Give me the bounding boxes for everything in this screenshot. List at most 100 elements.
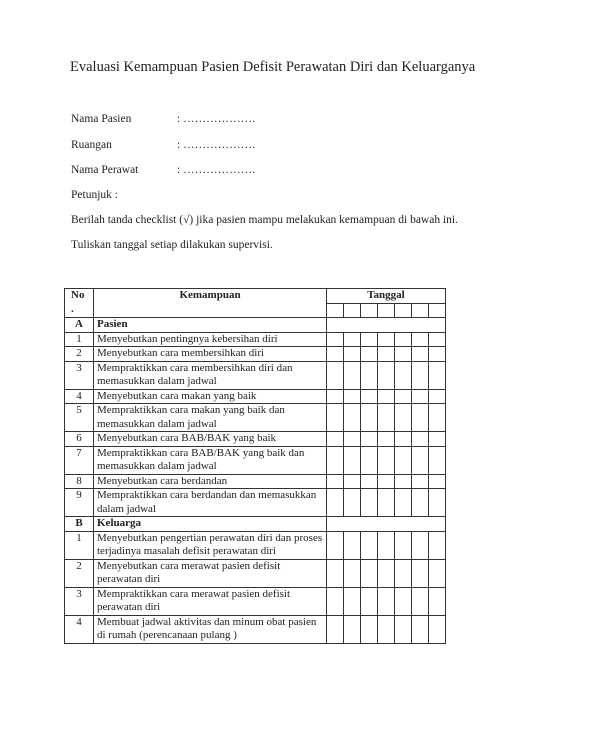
date-check-cell[interactable] [377,346,395,362]
date-check-cell[interactable] [343,445,361,475]
table-row: 6 Menyebutkan cara BAB/BAK yang baik [64,431,446,447]
date-check-cell[interactable] [411,346,429,362]
date-check-cell[interactable] [428,558,446,588]
date-check-cell[interactable] [360,558,378,588]
date-check-cell[interactable] [326,445,344,475]
date-check-cell[interactable] [394,586,412,616]
date-check-cell[interactable] [394,403,412,432]
date-check-cell[interactable] [343,530,361,560]
date-check-cell[interactable] [377,360,395,390]
date-check-cell[interactable] [411,558,429,588]
date-check-cell[interactable] [360,331,378,347]
date-check-cell[interactable] [377,445,395,475]
date-check-cell[interactable] [428,346,446,362]
date-check-cell[interactable] [411,431,429,447]
date-check-cell[interactable] [343,360,361,390]
date-check-cell[interactable] [428,586,446,616]
date-check-cell[interactable] [326,614,344,644]
date-check-cell[interactable] [343,331,361,347]
date-check-cell[interactable] [326,473,344,489]
date-check-cell[interactable] [394,431,412,447]
date-check-cell[interactable] [394,346,412,362]
date-check-cell[interactable] [428,360,446,390]
date-check-cell[interactable] [394,388,412,404]
date-check-cell[interactable] [360,431,378,447]
date-check-cell[interactable] [377,488,395,517]
date-check-cell[interactable] [394,558,412,588]
section-code: A [64,317,94,333]
date-check-cell[interactable] [343,586,361,616]
date-check-cell[interactable] [411,403,429,432]
date-check-cell[interactable] [360,388,378,404]
item-no: 3 [64,360,94,390]
item-kemampuan: Mempraktikkan cara merawat pasien defisi… [93,586,327,616]
date-check-cell[interactable] [326,488,344,517]
date-check-cell[interactable] [343,346,361,362]
date-check-cell[interactable] [394,445,412,475]
date-check-cell[interactable] [377,431,395,447]
date-check-cell[interactable] [326,530,344,560]
date-check-cell[interactable] [428,614,446,644]
date-check-cell[interactable] [343,558,361,588]
item-kemampuan: Mempraktikkan cara makan yang baik dan m… [93,403,327,432]
date-check-cell[interactable] [411,586,429,616]
date-check-cell[interactable] [360,473,378,489]
date-check-cell[interactable] [360,360,378,390]
date-check-cell[interactable] [326,360,344,390]
date-check-cell[interactable] [360,488,378,517]
date-check-cell[interactable] [377,473,395,489]
date-check-cell[interactable] [411,488,429,517]
date-check-cell[interactable] [377,388,395,404]
date-check-cell[interactable] [377,403,395,432]
date-check-cell[interactable] [360,530,378,560]
date-check-cell[interactable] [377,586,395,616]
date-check-cell[interactable] [411,530,429,560]
date-check-cell[interactable] [377,558,395,588]
field-nama-perawat: Nama Perawat: ………………. [71,164,255,176]
date-check-cell[interactable] [377,331,395,347]
date-check-cell[interactable] [343,431,361,447]
date-check-cell[interactable] [343,403,361,432]
date-check-cell[interactable] [326,586,344,616]
date-check-cell[interactable] [394,614,412,644]
date-check-cell[interactable] [377,530,395,560]
date-check-cell[interactable] [360,445,378,475]
date-check-cell[interactable] [428,445,446,475]
table-row: 8 Menyebutkan cara berdandan [64,473,446,489]
date-check-cell[interactable] [428,530,446,560]
date-check-cell[interactable] [428,388,446,404]
date-check-cell[interactable] [326,346,344,362]
date-check-cell[interactable] [326,331,344,347]
date-check-cell[interactable] [394,473,412,489]
date-check-cell[interactable] [326,403,344,432]
date-check-cell[interactable] [377,614,395,644]
date-check-cell[interactable] [428,403,446,432]
item-no: 6 [64,431,94,447]
date-check-cell[interactable] [411,360,429,390]
date-check-cell[interactable] [343,614,361,644]
date-check-cell[interactable] [360,586,378,616]
date-check-cell[interactable] [411,473,429,489]
date-check-cell[interactable] [394,360,412,390]
date-check-cell[interactable] [326,388,344,404]
date-check-cell[interactable] [411,388,429,404]
date-check-cell[interactable] [394,530,412,560]
section-code: B [64,516,94,532]
date-check-cell[interactable] [326,431,344,447]
date-check-cell[interactable] [411,614,429,644]
date-check-cell[interactable] [411,331,429,347]
date-check-cell[interactable] [360,403,378,432]
date-check-cell[interactable] [428,431,446,447]
date-check-cell[interactable] [394,331,412,347]
date-check-cell[interactable] [360,346,378,362]
date-check-cell[interactable] [428,331,446,347]
date-check-cell[interactable] [343,488,361,517]
date-check-cell[interactable] [428,473,446,489]
date-check-cell[interactable] [326,558,344,588]
date-check-cell[interactable] [411,445,429,475]
date-check-cell[interactable] [343,473,361,489]
date-check-cell[interactable] [394,488,412,517]
date-check-cell[interactable] [343,388,361,404]
date-check-cell[interactable] [428,488,446,517]
date-check-cell[interactable] [360,614,378,644]
